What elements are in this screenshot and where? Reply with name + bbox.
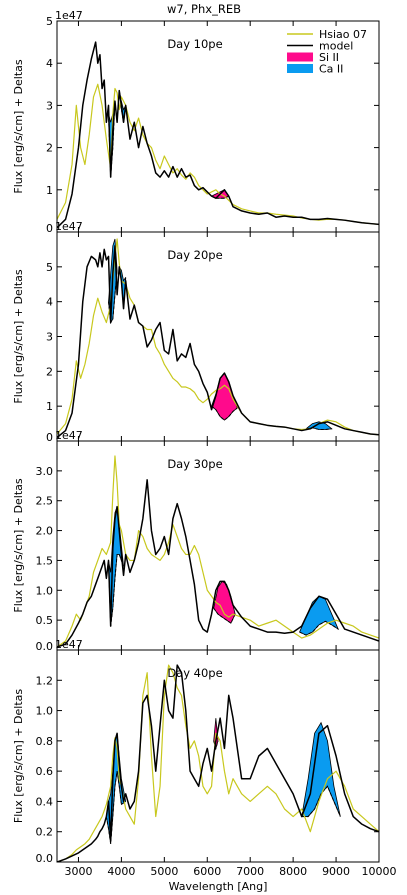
panel-label: Day 10pe [167,37,222,51]
y-axis-label: Flux [erg/s/cm] + Deltas [12,59,25,193]
x-tick-label: 10000 [362,865,397,878]
offset-multiplier: 1e47 [55,429,83,442]
y-tick-label: 0.8 [36,735,54,748]
series-model [57,245,379,439]
legend-label: Si II [319,51,339,64]
feature-edge [213,740,219,751]
y-tick-label: 0.5 [36,614,54,627]
y-tick-label: 1.2 [36,674,54,687]
feature-edge [305,427,332,431]
series-model [57,41,379,229]
y-tick-label: 4 [46,57,53,70]
y-tick-label: 1.0 [36,705,54,718]
x-tick-label: 6000 [193,865,221,878]
y-tick-label: 3 [46,99,53,112]
panel-3: 0.0 0.5 1.0 1.5 2.0 2.5 3.0 1e47 Day 30pe Flux [e… [12,429,380,653]
legend-swatch [287,64,313,73]
y-tick-label: 5 [46,261,53,274]
y-tick-label: 1.0 [36,584,54,597]
series-model [57,479,379,648]
y-tick-label: 3 [46,331,53,344]
x-tick-label: 9000 [322,865,350,878]
panel-frame [56,649,380,863]
legend-label: Hsiao 07 [319,28,367,41]
feature-edge [108,270,118,325]
y-tick-label: 2.5 [36,495,54,508]
feature-edge [299,620,339,636]
panel-label: Day 20pe [167,248,222,262]
y-tick-label: 0.0 [36,852,54,865]
panel-2: 0 1 2 3 4 5 1e47 Day 20pe Flux [erg/s/cm] + Delt… [12,220,380,444]
y-axis-label: Flux [erg/s/cm] + Deltas [12,269,25,403]
y-tick-label: 2.0 [36,525,54,538]
y-tick-label: 3.0 [36,465,54,478]
y-tick-label: 0.2 [36,826,54,839]
series-hsiao-07 [57,664,379,862]
y-tick-label: 2 [46,365,53,378]
x-tick-label: 8000 [279,865,307,878]
legend-label: model [319,40,353,53]
y-tick-label: 0.4 [36,795,54,808]
series-model [57,664,379,862]
feature-edge [213,607,236,624]
panel-label: Day 30pe [167,457,222,471]
y-tick-label: 4 [46,296,53,309]
feature-edge [301,785,341,818]
x-tick-label: 5000 [150,865,178,878]
y-tick-label: 1.5 [36,554,54,567]
offset-multiplier: 1e47 [55,9,83,22]
figure-title: w7, Phx_REB [167,2,241,16]
panel-4: 0.0 0.2 0.4 0.6 0.8 1.0 1.2 3000 4000 5000 6000 700… [12,638,397,878]
y-tick-label: 0.0 [36,640,54,653]
y-tick-label: 2 [46,142,53,155]
y-tick-label: 0 [46,431,53,444]
x-tick-label: 7000 [236,865,264,878]
offset-multiplier: 1e47 [55,220,83,233]
y-tick-label: 5 [46,15,53,28]
x-axis-label: Wavelength [Ang] [169,880,268,893]
series-hsiao-07 [57,455,379,648]
y-tick-label: 1 [46,400,53,413]
panel-label: Day 40pe [167,666,222,680]
feature-edge [211,405,238,421]
legend-label: Ca II [319,63,343,76]
legend-swatch [287,52,313,62]
x-tick-label: 3000 [64,865,92,878]
offset-multiplier: 1e47 [55,638,83,651]
y-axis-label: Flux [erg/s/cm] + Deltas [12,689,25,823]
feature-edge [105,771,126,844]
y-tick-label: 0.6 [36,765,54,778]
x-tick-label: 4000 [107,865,135,878]
y-tick-label: 1 [46,184,53,197]
y-tick-label: 0 [46,222,53,235]
y-axis-label: Flux [erg/s/cm] + Deltas [12,478,25,612]
